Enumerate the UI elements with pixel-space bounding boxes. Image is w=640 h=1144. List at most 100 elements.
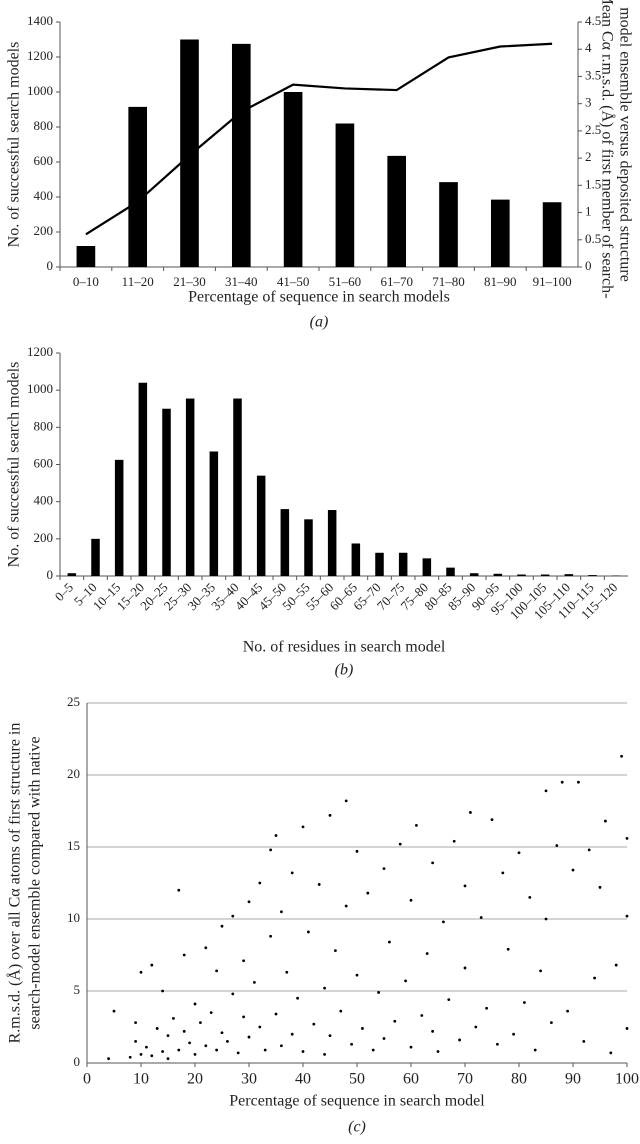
axis-label: No. of successful search models — [6, 42, 23, 248]
point — [561, 781, 564, 784]
point — [426, 952, 429, 955]
bar — [423, 558, 432, 576]
point — [161, 990, 164, 993]
point — [491, 818, 494, 821]
point — [248, 1036, 251, 1039]
bar — [233, 399, 242, 576]
point — [253, 981, 256, 984]
point — [188, 1041, 191, 1044]
bar — [257, 476, 266, 576]
bar — [352, 543, 361, 576]
point — [264, 1049, 267, 1052]
x-tick-label: 40 — [295, 1071, 311, 1088]
point — [588, 848, 591, 851]
point — [215, 1049, 218, 1052]
point — [512, 1033, 515, 1036]
point — [177, 1049, 180, 1052]
point — [399, 843, 402, 846]
point — [129, 1056, 132, 1059]
point — [269, 848, 272, 851]
bar — [281, 509, 290, 576]
bar — [517, 575, 526, 576]
axis-label: model ensemble versus deposited structur… — [616, 7, 633, 282]
point — [345, 800, 348, 803]
y-tick-label: 600 — [34, 455, 54, 470]
point — [334, 949, 337, 952]
point — [356, 850, 359, 853]
point — [248, 900, 251, 903]
point — [620, 755, 623, 758]
point — [242, 959, 245, 962]
x-tick-label: 81–90 — [484, 274, 517, 289]
x-tick-label: 41–50 — [277, 274, 310, 289]
y-tick-label: 5 — [74, 982, 81, 997]
x-tick-label: 11–20 — [122, 274, 154, 289]
y-tick-label: 10 — [67, 910, 80, 925]
point — [215, 969, 218, 972]
point — [361, 1027, 364, 1030]
axis-label: search-model ensemble compared with nati… — [27, 736, 44, 1029]
point — [318, 883, 321, 886]
x-tick-label: 0 — [83, 1071, 91, 1088]
x-tick-label: 70 — [457, 1071, 473, 1088]
y2-tick-label: 0 — [585, 258, 592, 273]
y-tick-label: 400 — [34, 188, 54, 203]
point — [431, 1030, 434, 1033]
caption: (b) — [335, 662, 354, 679]
point — [410, 1046, 413, 1049]
y-tick-label: 1200 — [27, 48, 53, 63]
point — [161, 1050, 164, 1053]
y2-tick-label: 4 — [585, 40, 592, 55]
x-tick-label: 51–60 — [329, 274, 362, 289]
point — [582, 1040, 585, 1043]
point — [480, 916, 483, 919]
bar — [439, 182, 458, 267]
point — [140, 1053, 143, 1056]
point — [275, 1013, 278, 1016]
point — [204, 1044, 207, 1047]
point — [485, 1007, 488, 1010]
bar — [470, 573, 479, 576]
y-tick-label: 0 — [74, 1054, 81, 1069]
x-tick-label: 60 — [403, 1071, 419, 1088]
point — [291, 1033, 294, 1036]
point — [453, 840, 456, 843]
point — [447, 998, 450, 1001]
point — [350, 1043, 353, 1046]
bar — [304, 519, 313, 576]
y-tick-label: 800 — [34, 418, 54, 433]
x-tick-label: 90 — [565, 1071, 581, 1088]
point — [280, 1044, 283, 1047]
x-tick-label: 91–100 — [533, 274, 572, 289]
point — [291, 872, 294, 875]
point — [501, 872, 504, 875]
point — [329, 814, 332, 817]
point — [534, 1049, 537, 1052]
point — [555, 844, 558, 847]
bar — [588, 575, 597, 576]
point — [626, 915, 629, 918]
bar — [565, 574, 574, 576]
point — [275, 834, 278, 837]
bar — [210, 451, 219, 576]
point — [437, 1050, 440, 1053]
point — [183, 1030, 186, 1033]
point — [593, 977, 596, 980]
point — [269, 935, 272, 938]
x-tick-label: 50 — [349, 1071, 365, 1088]
point — [615, 964, 618, 967]
point — [140, 971, 143, 974]
point — [107, 1057, 110, 1060]
bar — [399, 553, 408, 576]
y-tick-label: 1200 — [27, 344, 53, 359]
point — [177, 889, 180, 892]
point — [523, 1001, 526, 1004]
point — [626, 837, 629, 840]
point — [609, 1052, 612, 1055]
point — [469, 811, 472, 814]
axis-label: Mean Cα r.m.s.d. (Å) of first member of … — [598, 0, 616, 298]
x-tick-label: 31–40 — [225, 274, 258, 289]
point — [280, 910, 283, 913]
x-tick-label: 10 — [133, 1071, 149, 1088]
